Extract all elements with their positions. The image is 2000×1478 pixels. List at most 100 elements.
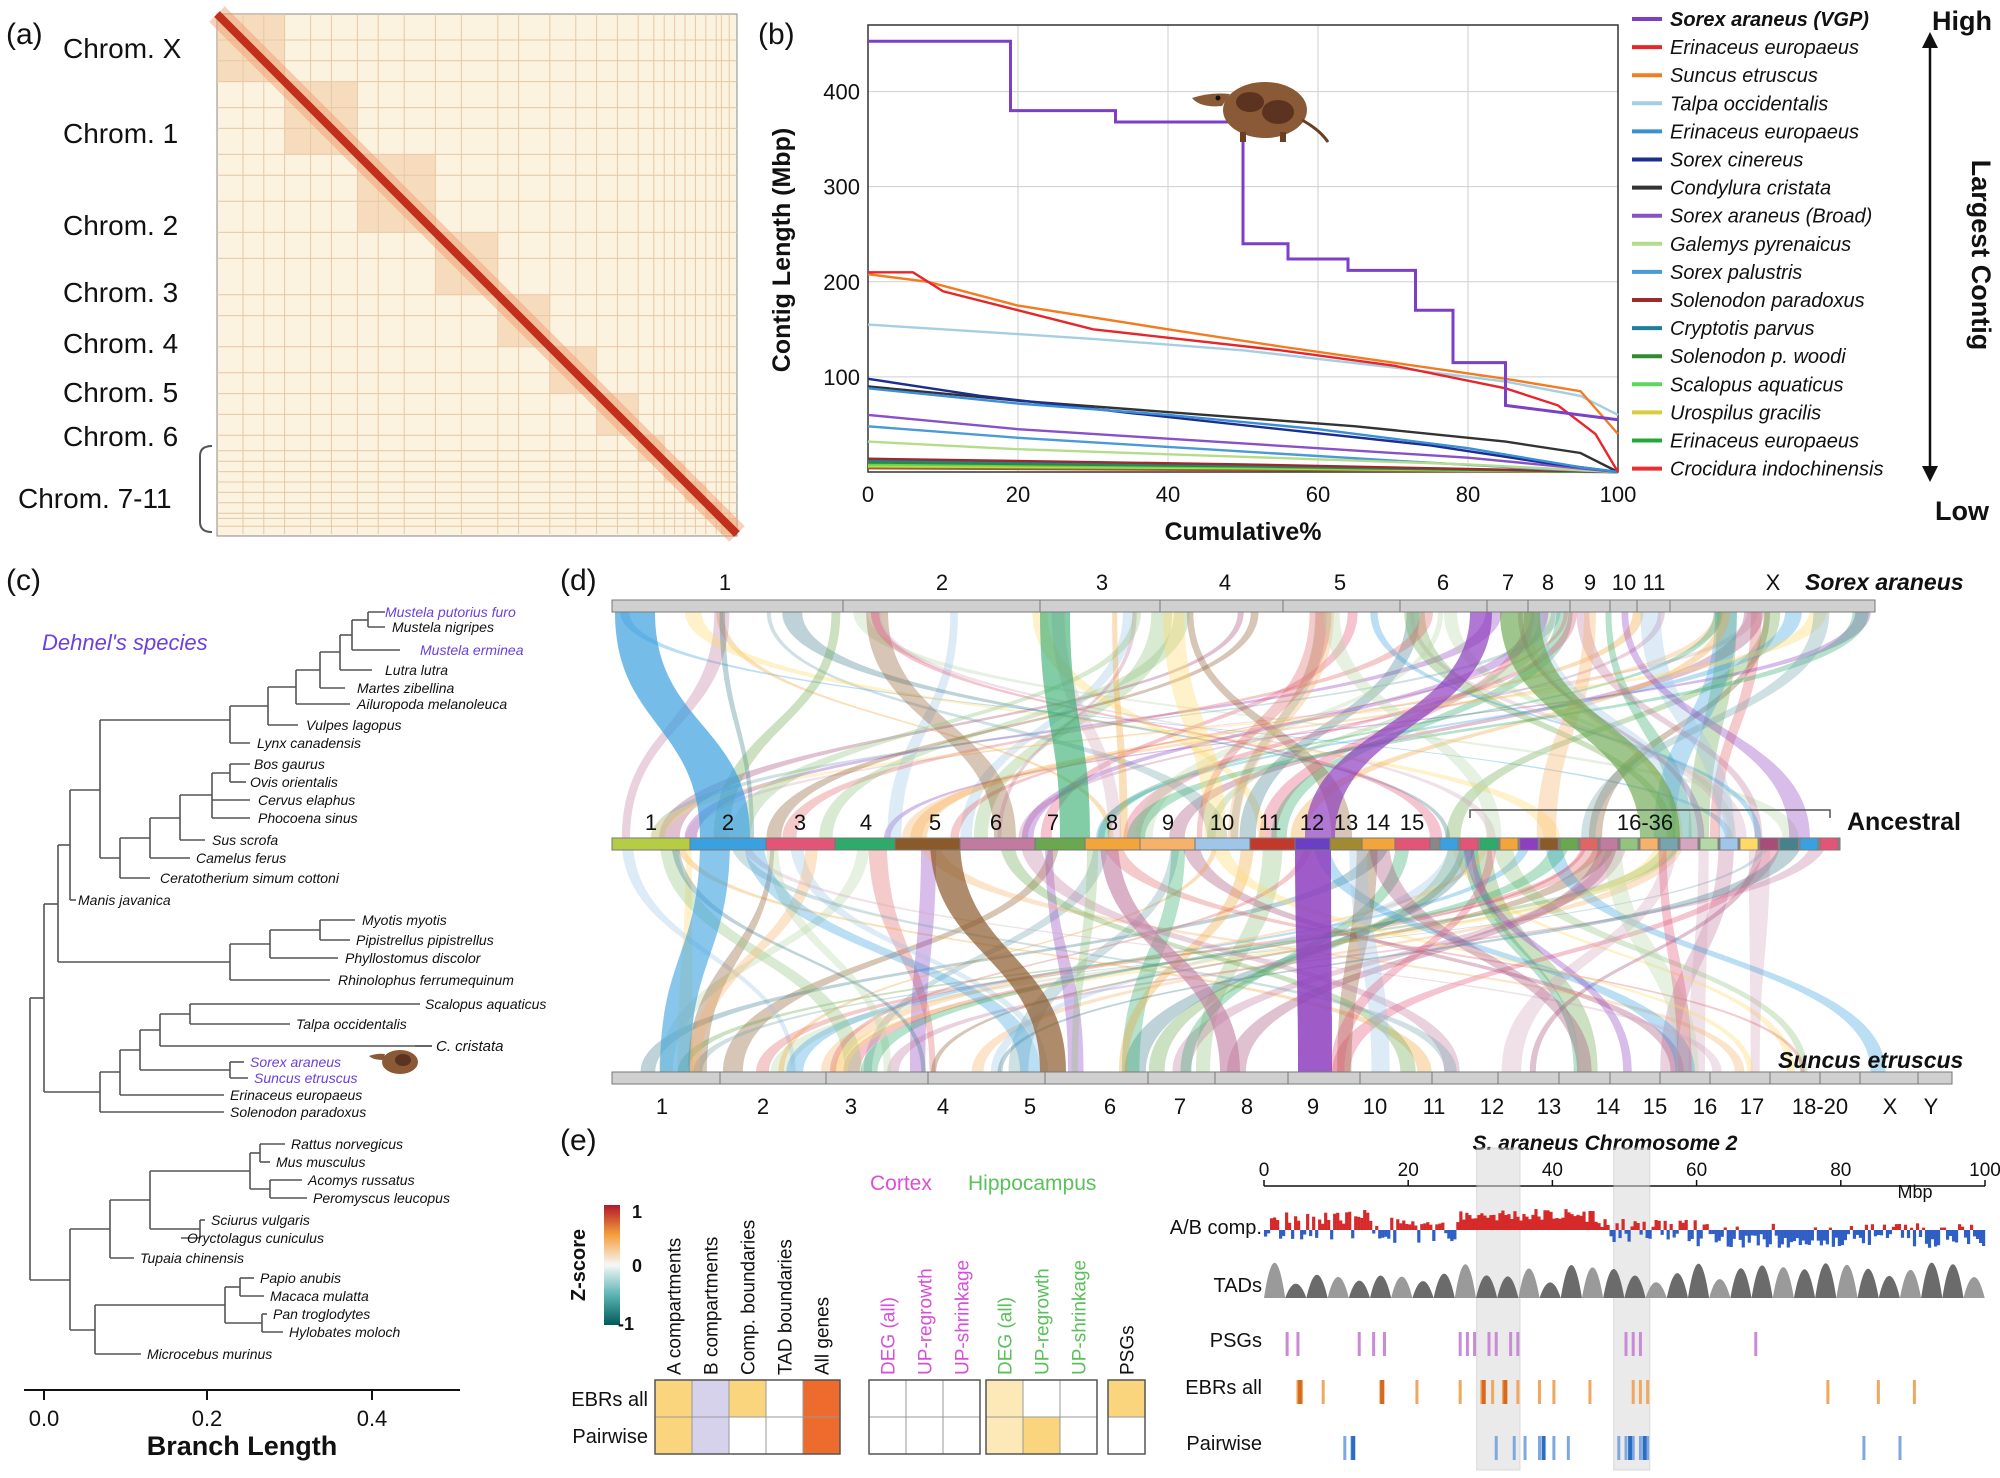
- ab-compartment-bar: [1459, 1211, 1463, 1230]
- synteny-ribbon: [1096, 612, 1802, 838]
- tad-domain: [1497, 1276, 1519, 1298]
- ab-compartment-bar: [1408, 1224, 1412, 1230]
- synteny-ribbon: [1196, 612, 1332, 838]
- synteny-ribbon: [1404, 612, 1675, 838]
- ab-compartment-bar: [1654, 1220, 1658, 1230]
- ab-compartment-bar: [1729, 1230, 1733, 1247]
- species-label: Mustela erminea: [420, 642, 524, 658]
- track-tick: [1638, 1436, 1642, 1460]
- track-tick: [1523, 1436, 1527, 1460]
- track-tick: [1465, 1332, 1469, 1356]
- ab-compartment-bar: [1660, 1230, 1664, 1235]
- ab-compartment-bar: [1465, 1212, 1469, 1230]
- suncus-chromosome-bar: [927, 1071, 1046, 1085]
- ab-compartment-bar: [1360, 1217, 1364, 1230]
- synteny-ribbon: [1163, 612, 1227, 838]
- ab-compartment-bar: [1714, 1230, 1718, 1243]
- species-label: Mustela putorius furo: [385, 604, 516, 620]
- synteny-ribbon: [1227, 838, 1618, 1072]
- ab-compartment-bar: [1954, 1230, 1959, 1243]
- synteny-ribbon: [960, 612, 1134, 838]
- synteny-ribbon: [1640, 612, 1735, 838]
- synteny-ribbon: [1605, 612, 1692, 838]
- ab-compartment-bar: [1783, 1230, 1787, 1238]
- species-label: Myotis myotis: [362, 912, 447, 928]
- ab-compartment-bar: [1411, 1221, 1415, 1230]
- panel-e: (e) 1 0 -1 Z-score Cortex Hippocampus A …: [560, 1124, 2000, 1471]
- ab-compartment-bar: [1387, 1230, 1391, 1239]
- tad-domain: [1815, 1263, 1837, 1298]
- suncus-chromosome-bar: [1859, 1071, 1919, 1085]
- sorex-chromosome-bar: [1609, 599, 1638, 613]
- heatmap-cell: [728, 1379, 767, 1418]
- bottom-species-label: Suncus etruscus: [1778, 1047, 1963, 1073]
- y-tick-label: 200: [823, 270, 860, 295]
- track-tick: [1537, 1380, 1541, 1404]
- ab-compartment-bar: [1297, 1220, 1301, 1230]
- ab-compartment-bar: [1975, 1230, 1980, 1239]
- ancestral-chrom-label: 11: [1259, 810, 1282, 835]
- ab-compartment-bar: [1588, 1211, 1592, 1230]
- track-tick: [1642, 1436, 1647, 1460]
- synteny-ribbon: [1658, 838, 1692, 1072]
- heatmap-cell: [802, 1416, 841, 1455]
- suncus-chrom-label: 9: [1307, 1094, 1319, 1119]
- sorex-chromosome-bar: [1569, 599, 1611, 613]
- enrichment-heatmap: A compartments B compartments Comp. bounda…: [571, 1220, 1146, 1455]
- synteny-ribbon: [684, 612, 1502, 838]
- ancestral-chrom-label: 14: [1366, 810, 1390, 835]
- series-line: [867, 387, 1619, 474]
- ancestral-chromosome-bar: [1361, 837, 1396, 851]
- ab-compartment-bar: [1525, 1216, 1529, 1230]
- synteny-ribbon: [1045, 838, 1084, 1072]
- ab-compartment-bar: [1903, 1224, 1908, 1230]
- suncus-chrom-label: 10: [1363, 1094, 1387, 1119]
- ancestral-minor-chromosome: [1739, 837, 1759, 851]
- hic-grid: [217, 14, 737, 534]
- ab-compartment-bar: [1939, 1227, 1944, 1230]
- ab-compartment-bar: [1801, 1230, 1805, 1241]
- ab-compartment-bar: [1666, 1230, 1670, 1240]
- ab-compartment-bar: [1780, 1230, 1784, 1245]
- branch-tick-label: 0.0: [29, 1406, 60, 1431]
- x-tick-label: 40: [1156, 482, 1180, 507]
- synteny-ribbon: [1470, 838, 1598, 1072]
- ancestral-chromosome-bar: [689, 837, 767, 851]
- ab-compartment-bar: [1453, 1230, 1457, 1240]
- ab-compartment-bar: [1357, 1216, 1361, 1230]
- ab-compartment-bar: [1456, 1222, 1460, 1230]
- ancestral-chrom-label: 4: [860, 810, 872, 835]
- ab-compartment-bar: [1276, 1220, 1280, 1230]
- chrom-label: Chrom. X: [63, 33, 182, 64]
- heatmap-cell: [905, 1379, 944, 1418]
- heatmap-column-label: DEG (all): [996, 1297, 1017, 1375]
- synteny-ribbon: [1748, 838, 1771, 1072]
- sorex-chromosome-bar: [1399, 599, 1488, 613]
- synteny-ribbon: [1100, 838, 1240, 1072]
- legend-entry: Scalopus aquaticus: [1670, 374, 1843, 396]
- sorex-chromosome-bar: [611, 599, 844, 613]
- sorex-chrom-label: 6: [1437, 570, 1449, 595]
- ab-compartment-bar: [1270, 1218, 1274, 1230]
- synteny-ribbon: [1210, 838, 1754, 1072]
- tad-domain: [1857, 1268, 1879, 1298]
- heatmap-cell: [691, 1416, 730, 1455]
- ancestral-chromosomes: 1 2 3 4 5 6 7 8 9 10 11 12 13 14 15 16-36: [611, 809, 1841, 851]
- synteny-ribbon: [871, 612, 1496, 838]
- ab-compartment-bar: [1369, 1220, 1373, 1230]
- synteny-ribbon: [615, 612, 750, 838]
- synteny-ribbon: [1112, 612, 1128, 838]
- track-tick: [1503, 1380, 1508, 1404]
- ab-compartment-bar: [1663, 1220, 1667, 1230]
- tad-domain: [1391, 1276, 1413, 1298]
- ab-compartment-bar: [1951, 1230, 1956, 1242]
- ab-compartment-bar: [1876, 1230, 1881, 1236]
- ab-compartment-bar: [1537, 1216, 1541, 1230]
- track-tick: [1351, 1436, 1356, 1460]
- ab-compartment-bar: [1825, 1230, 1829, 1245]
- species-label: Scalopus aquaticus: [425, 996, 546, 1012]
- suncus-chrom-label: 7: [1174, 1094, 1186, 1119]
- ab-compartment-bar: [1837, 1230, 1841, 1247]
- ab-compartment-bar: [1690, 1230, 1694, 1239]
- heatmap-cell: [985, 1379, 1024, 1418]
